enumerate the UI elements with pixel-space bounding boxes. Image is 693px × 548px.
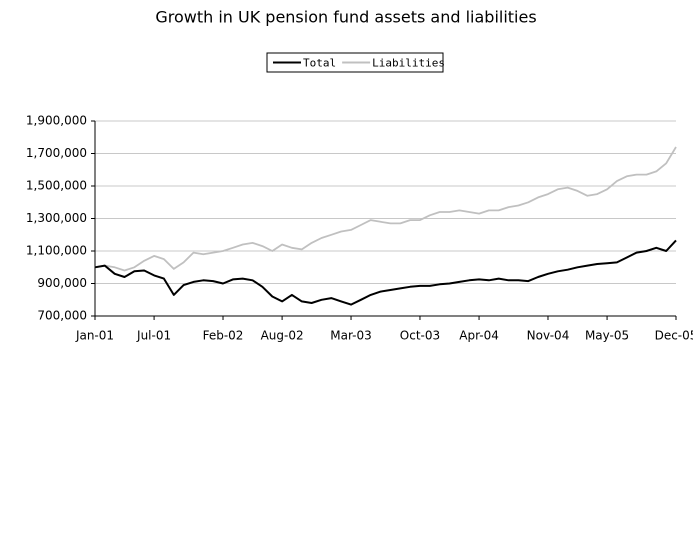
y-tick-label: 1,900,000 [26, 114, 87, 128]
x-tick-label: Jan-01 [75, 329, 114, 343]
x-tick-label: Nov-04 [527, 329, 570, 343]
y-tick-label: 1,300,000 [26, 211, 87, 225]
line-series [94, 146, 677, 272]
x-tick-label: Apr-04 [459, 329, 499, 343]
x-tick-label: Dec-05 [655, 329, 693, 343]
x-tick-label: Mar-03 [330, 329, 371, 343]
legend-label: Total [303, 57, 336, 70]
x-tick-label: Oct-03 [400, 329, 440, 343]
line-series [94, 239, 677, 306]
y-tick-label: 1,500,000 [26, 179, 87, 193]
chart-title: Growth in UK pension fund assets and lia… [155, 8, 536, 27]
x-tick-label: Aug-02 [261, 329, 304, 343]
x-tick-label: May-05 [585, 329, 629, 343]
y-tick-label: 1,100,000 [26, 244, 87, 258]
x-tick-label: Feb-02 [203, 329, 244, 343]
y-tick-label: 1,700,000 [26, 146, 87, 160]
legend-label: Liabilities [372, 57, 445, 70]
y-tick-label: 700,000 [37, 309, 87, 323]
y-tick-label: 900,000 [37, 276, 87, 290]
x-tick-label: Jul-01 [136, 329, 171, 343]
